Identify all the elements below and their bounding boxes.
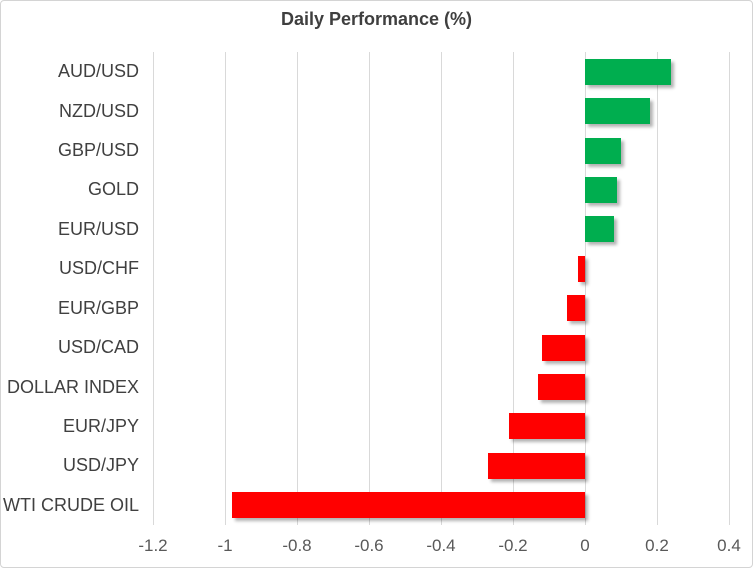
category-label-eur-gbp: EUR/GBP [57, 297, 139, 318]
x-tick-label: 0.2 [645, 536, 669, 555]
x-tick-label: 0.4 [717, 536, 741, 555]
x-tick-label: -0.4 [426, 536, 456, 555]
x-tick-label: -0.6 [354, 536, 384, 555]
bar-wti-crude-oil [232, 492, 585, 519]
gridline [224, 52, 226, 525]
gridline [656, 52, 658, 525]
x-tick-label: -0.8 [282, 536, 312, 555]
category-label-eur-jpy: EUR/JPY [62, 415, 139, 436]
gridline [152, 52, 154, 525]
bar-usd-chf [577, 255, 585, 282]
category-label-usd-chf: USD/CHF [59, 258, 139, 279]
x-tick-label: -0.2 [498, 536, 528, 555]
gridline [296, 52, 298, 525]
x-tick-label: 0 [580, 536, 590, 555]
category-label-gbp-usd: GBP/USD [57, 140, 139, 161]
plot-area [152, 52, 730, 525]
bar-eur-gbp [567, 295, 585, 322]
bar-usd-jpy [487, 452, 585, 479]
bar-gold [585, 176, 618, 203]
gridline [368, 52, 370, 525]
bar-dollar-index [538, 374, 585, 401]
category-label-aud-usd: AUD/USD [57, 61, 139, 82]
chart-title: Daily Performance (%) [280, 9, 473, 29]
gridline [512, 52, 514, 525]
bar-nzd-usd [585, 98, 650, 125]
gridline [440, 52, 442, 525]
x-tick-label: -1 [217, 536, 233, 555]
category-label-usd-cad: USD/CAD [57, 337, 139, 358]
category-label-eur-usd: EUR/USD [57, 218, 139, 239]
x-tick-label: -1.2 [138, 536, 168, 555]
bar-usd-cad [541, 334, 585, 361]
bar-gbp-usd [585, 137, 621, 164]
bar-aud-usd [585, 58, 672, 85]
gridline [728, 52, 730, 525]
bar-eur-usd [585, 216, 614, 243]
category-label-wti-crude-oil: WTI CRUDE OIL [2, 494, 139, 515]
category-label-dollar-index: DOLLAR INDEX [6, 376, 139, 397]
category-label-usd-jpy: USD/JPY [62, 455, 139, 476]
category-label-nzd-usd: NZD/USD [59, 100, 139, 121]
gridline [584, 52, 586, 525]
bar-eur-jpy [509, 413, 585, 440]
category-label-gold: GOLD [87, 179, 139, 200]
